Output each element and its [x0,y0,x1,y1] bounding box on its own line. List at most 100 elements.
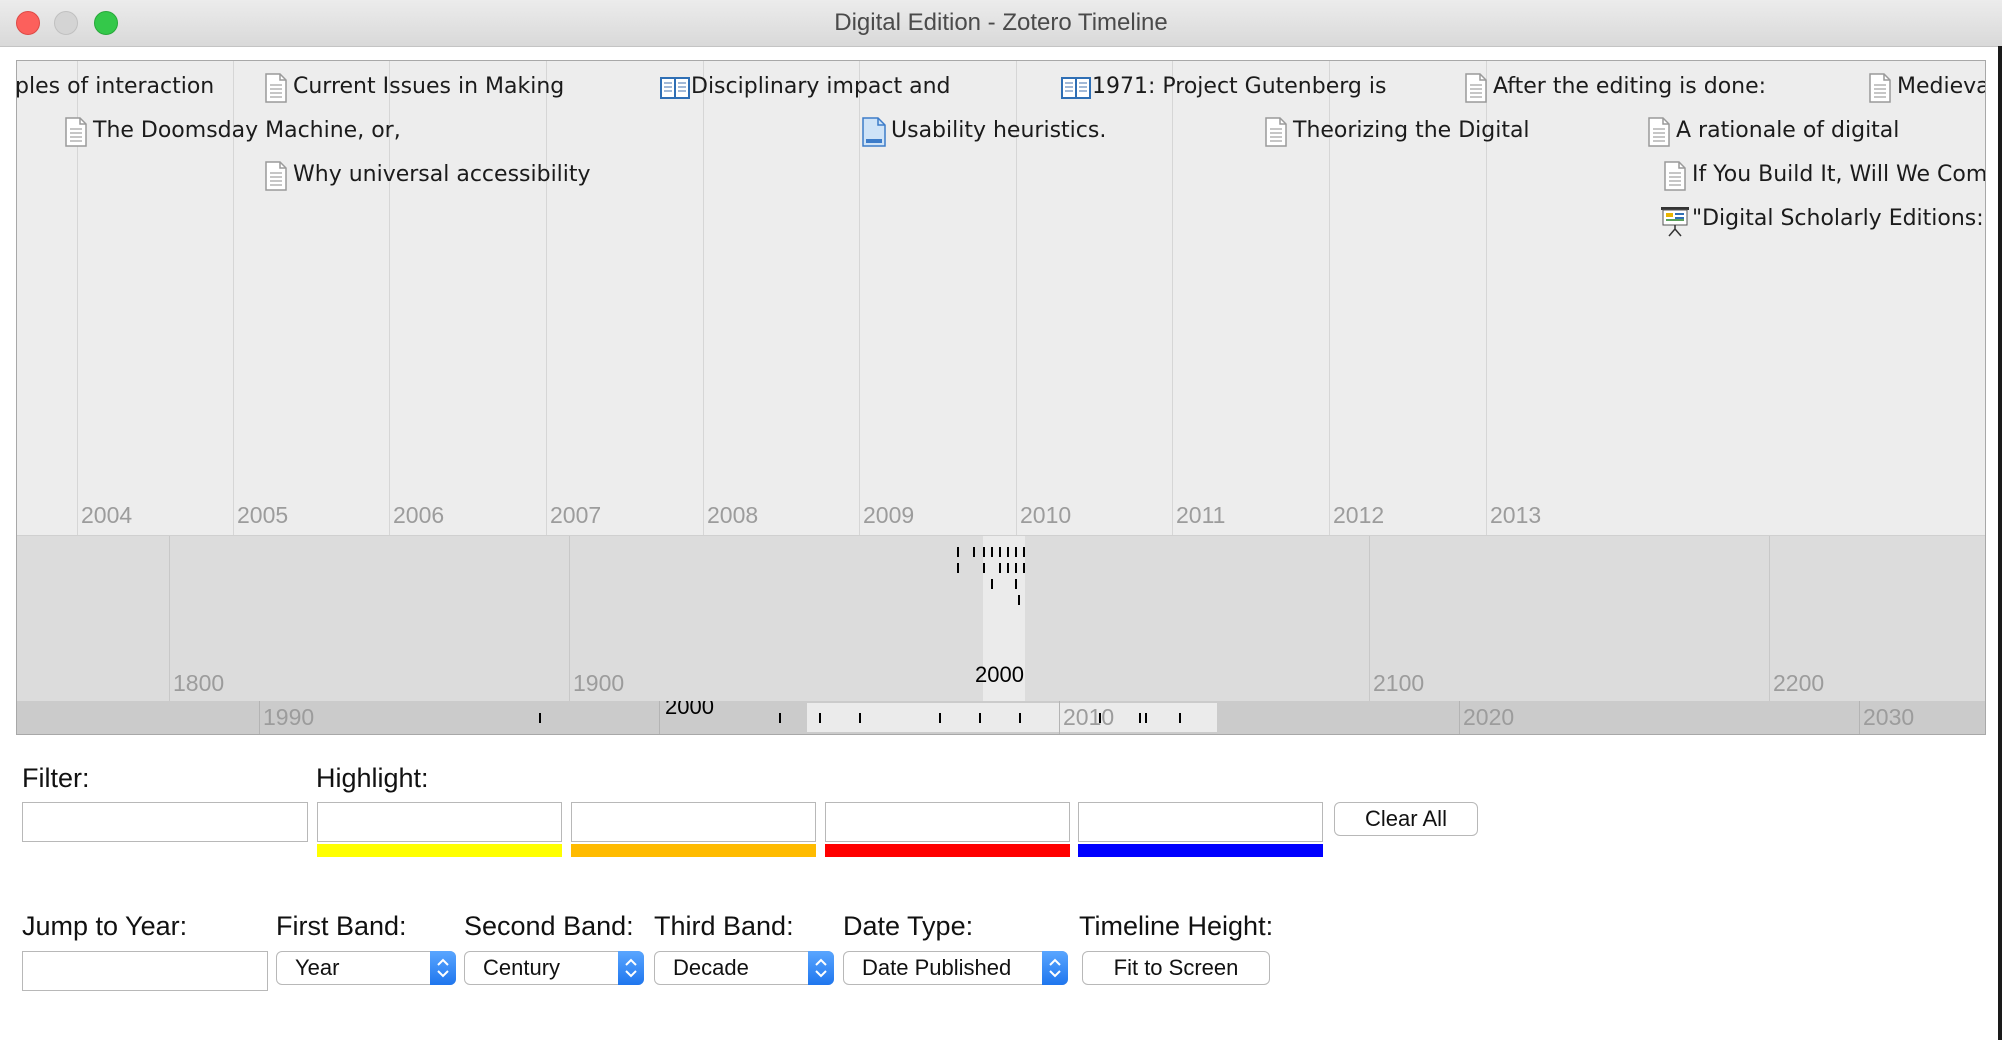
highlight-color-red [825,844,1070,857]
chevron-updown-icon [808,951,834,985]
third-band-select[interactable]: Decade [654,951,834,985]
century-gridline [169,536,170,702]
fit-to-screen-button[interactable]: Fit to Screen [1082,951,1270,985]
date-type-value: Date Published [862,955,1012,980]
highlight-color-yellow [317,844,562,857]
third-band-label: Third Band: [654,911,794,941]
year-gridline [546,61,547,535]
year-label: 2009 [863,502,915,528]
first-band-value: Year [295,955,340,980]
event-title: 1971: Project Gutenberg is [1092,74,1387,99]
second-band-value: Century [483,955,561,980]
century-label: 2100 [1373,670,1425,696]
highlight-color-orange [571,844,816,857]
filter-input[interactable] [22,802,308,842]
century-gridline [1769,536,1770,702]
event-tick [999,547,1001,557]
blue-document-icon [859,117,889,147]
decade-gridline [1859,701,1860,734]
century-band[interactable]: 1800 1900 2000 2100 2200 [17,535,1985,702]
event-tick [1018,595,1020,605]
event-title: "Digital Scholarly Editions: [1692,206,1984,231]
highlight-input-orange[interactable] [571,802,816,842]
highlight-label: Highlight: [316,763,429,793]
minimize-window-button[interactable] [54,11,78,35]
title-bar: Digital Edition - Zotero Timeline [0,0,2002,47]
year-gridline [233,61,234,535]
second-band-select[interactable]: Century [464,951,644,985]
event-tick [539,713,541,723]
highlight-input-yellow[interactable] [317,802,562,842]
event-title: Why universal accessibility [293,162,591,187]
year-label: 2007 [550,502,602,528]
event-tick [991,547,993,557]
decade-label: 2020 [1463,704,1515,730]
year-band[interactable]: 2004 2005 2006 2007 2008 2009 2010 2011 … [17,61,1985,535]
event-tick [1007,563,1009,573]
event-title: Usability heuristics. [891,118,1107,143]
jump-to-year-label: Jump to Year: [22,911,188,941]
clear-all-button[interactable]: Clear All [1334,802,1478,836]
window-title: Digital Edition - Zotero Timeline [834,9,1168,36]
highlight-input-red[interactable] [825,802,1070,842]
decade-gridline [259,701,260,734]
decade-gridline [1459,701,1460,734]
highlight-input-blue[interactable] [1078,802,1323,842]
century-label: 1900 [573,670,625,696]
decade-band[interactable]: 1990 2000 2010 2020 2030 [17,701,1985,734]
event-tick [1145,713,1147,723]
date-type-select[interactable]: Date Published [843,951,1068,985]
decade-gridline [1059,701,1060,734]
chevron-updown-icon [430,951,456,985]
document-icon [1865,73,1895,103]
date-type-label: Date Type: [843,911,974,941]
event-tick [1019,713,1021,723]
document-icon [1660,161,1690,191]
year-gridline [1329,61,1330,535]
jump-to-year-input[interactable] [22,951,268,991]
event-tick [779,713,781,723]
event-tick [819,713,821,723]
event-title: Theorizing the Digital [1293,118,1530,143]
event-tick [859,713,861,723]
timeline[interactable]: 2004 2005 2006 2007 2008 2009 2010 2011 … [16,60,1986,735]
filter-label: Filter: [22,763,90,793]
third-band-value: Decade [673,955,749,980]
close-window-button[interactable] [16,11,40,35]
event-tick [1099,713,1101,723]
event-title: Disciplinary impact and [691,74,951,99]
document-icon [261,73,291,103]
event-tick [991,579,993,589]
year-label: 2006 [393,502,445,528]
event-tick [1023,547,1025,557]
event-tick [973,547,975,557]
event-title: If You Build It, Will We Com [1692,162,1985,187]
century-label: 1800 [173,670,225,696]
event-tick [1015,563,1017,573]
event-tick [957,547,959,557]
year-label: 2005 [237,502,289,528]
event-tick [1179,713,1181,723]
book-icon [1060,73,1091,103]
year-label: 2008 [707,502,759,528]
document-icon [1644,117,1674,147]
year-gridline [859,61,860,535]
year-label: 2004 [81,502,133,528]
event-tick [939,713,941,723]
zoom-window-button[interactable] [94,11,118,35]
decade-label: 2000 [665,701,714,719]
first-band-label: First Band: [276,911,407,941]
event-tick [983,563,985,573]
century-label: 2000 [975,662,1024,687]
document-icon [1261,117,1291,147]
event-tick [957,563,959,573]
second-band-label: Second Band: [464,911,634,941]
year-label: 2010 [1020,502,1072,528]
event-title: Current Issues in Making [293,74,565,99]
event-title: ples of interaction [17,74,215,99]
event-title: A rationale of digital [1676,118,1900,143]
first-band-select[interactable]: Year [276,951,456,985]
event-tick [1015,547,1017,557]
chevron-updown-icon [618,951,644,985]
year-gridline [1172,61,1173,535]
